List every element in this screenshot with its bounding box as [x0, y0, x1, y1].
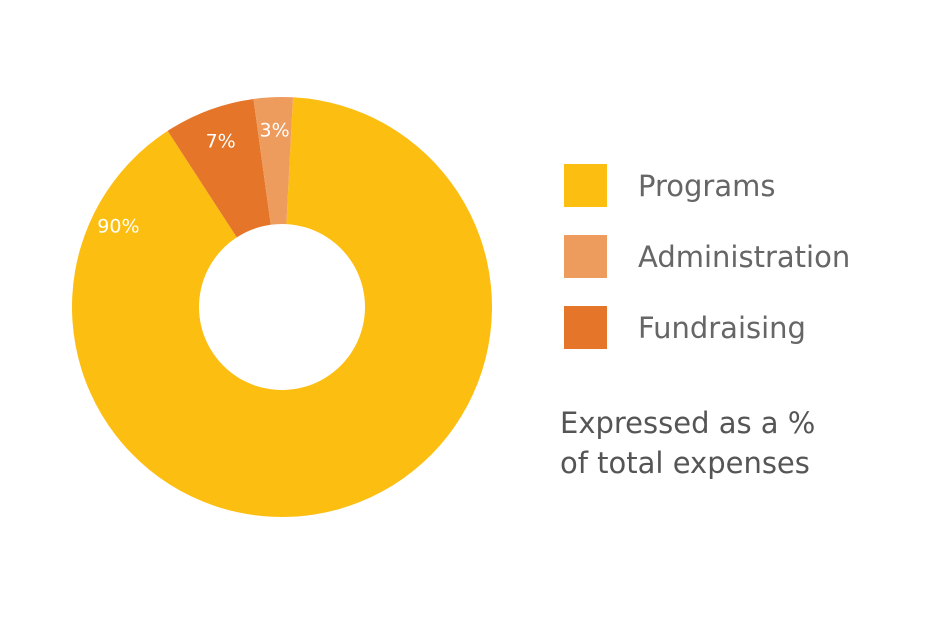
chart-note: Expressed as a % of total expenses: [560, 403, 900, 483]
legend-item-programs: Programs: [564, 164, 904, 207]
chart-slices: [72, 96, 493, 517]
legend-label-administration: Administration: [638, 239, 851, 274]
chart-slice-labels: 90% 7% 3%: [97, 120, 289, 238]
slice-label-programs: 90%: [97, 216, 139, 238]
slice-label-administration: 3%: [260, 120, 290, 142]
legend-label-fundraising: Fundraising: [638, 310, 806, 345]
slice-label-fundraising: 7%: [206, 131, 236, 153]
note-line-2: of total expenses: [560, 446, 810, 480]
legend-item-administration: Administration: [564, 235, 904, 278]
legend-label-programs: Programs: [638, 168, 776, 203]
slice-administration: [253, 96, 293, 225]
legend-swatch-administration: [564, 235, 607, 278]
legend-item-fundraising: Fundraising: [564, 306, 904, 349]
legend-swatch-programs: [564, 164, 607, 207]
legend-swatch-fundraising: [564, 306, 607, 349]
note-line-1: Expressed as a %: [560, 406, 816, 440]
slice-fundraising: [167, 98, 271, 238]
legend: Programs Administration Fundraising: [564, 164, 904, 377]
slice-programs: [72, 97, 493, 517]
